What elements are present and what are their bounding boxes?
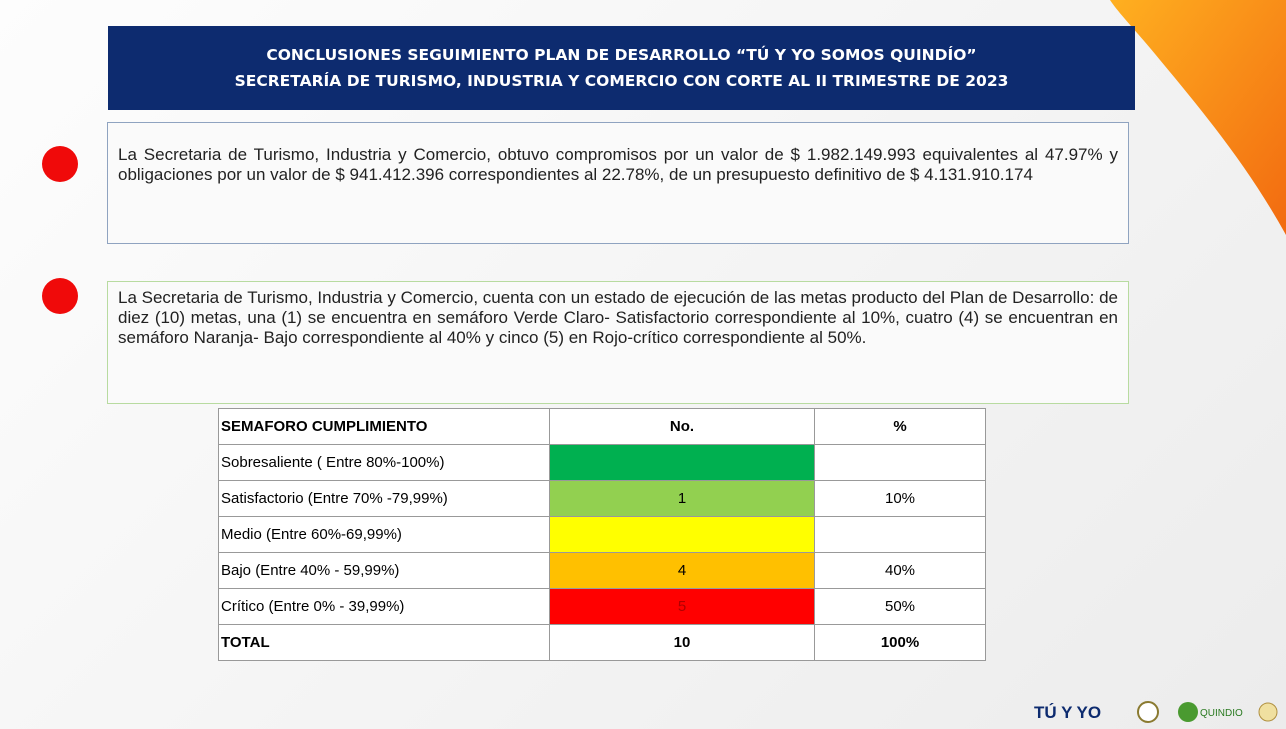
header: CONCLUSIONES SEGUIMIENTO PLAN DE DESARRO… xyxy=(108,26,1135,110)
header-cell: No. xyxy=(549,408,815,445)
row: Satisfactorio (Entre 70% -79,99%) 1 10% xyxy=(218,480,986,517)
cell: Satisfactorio (Entre 70% -79,99%) xyxy=(218,480,550,517)
cell: Bajo (Entre 40% - 59,99%) xyxy=(218,552,550,589)
bullet xyxy=(42,278,78,314)
cell: TOTAL xyxy=(218,624,550,661)
cell: 4 xyxy=(549,552,815,589)
paragraph: La Secretaria de Turismo, Industria y Co… xyxy=(107,122,1129,244)
row: Bajo (Entre 40% - 59,99%) 4 40% xyxy=(218,552,986,589)
cell: 10 xyxy=(549,624,815,661)
cell: 5 xyxy=(549,588,815,625)
logo: QUINDIO xyxy=(1200,708,1243,719)
cell: 10% xyxy=(814,480,986,517)
cell xyxy=(549,444,815,481)
row: Crítico (Entre 0% - 39,99%) 5 50% xyxy=(218,588,986,625)
seal xyxy=(1258,702,1278,722)
logo-icon xyxy=(1178,702,1198,722)
cell: Crítico (Entre 0% - 39,99%) xyxy=(218,588,550,625)
cell: Sobresaliente ( Entre 80%-100%) xyxy=(218,444,550,481)
row: Medio (Entre 60%-69,99%) xyxy=(218,516,986,553)
cell: 1 xyxy=(549,480,815,517)
header-cell: % xyxy=(814,408,986,445)
paragraph: La Secretaria de Turismo, Industria y Co… xyxy=(107,281,1129,404)
cell xyxy=(814,516,986,553)
header-cell: SEMAFORO CUMPLIMIENTO xyxy=(218,408,550,445)
total-row: TOTAL 10 100% xyxy=(218,624,986,661)
seal xyxy=(1137,701,1159,723)
cell: 50% xyxy=(814,588,986,625)
title: SECRETARÍA DE TURISMO, INDUSTRIA Y COMER… xyxy=(234,72,1009,90)
title: CONCLUSIONES SEGUIMIENTO PLAN DE DESARRO… xyxy=(266,46,977,64)
logos: TÚ Y YO QUINDIO xyxy=(1034,701,1278,723)
logo: TÚ Y YO xyxy=(1034,703,1101,722)
cell: 100% xyxy=(814,624,986,661)
row: Sobresaliente ( Entre 80%-100%) xyxy=(218,444,986,481)
cell xyxy=(814,444,986,481)
cell: 40% xyxy=(814,552,986,589)
table: SEMAFORO CUMPLIMIENTO No. % Sobresalient… xyxy=(218,408,986,661)
cell xyxy=(549,516,815,553)
header-row: SEMAFORO CUMPLIMIENTO No. % xyxy=(218,408,986,445)
orange-decoration xyxy=(1110,0,1286,235)
bullet xyxy=(42,146,78,182)
cell: Medio (Entre 60%-69,99%) xyxy=(218,516,550,553)
